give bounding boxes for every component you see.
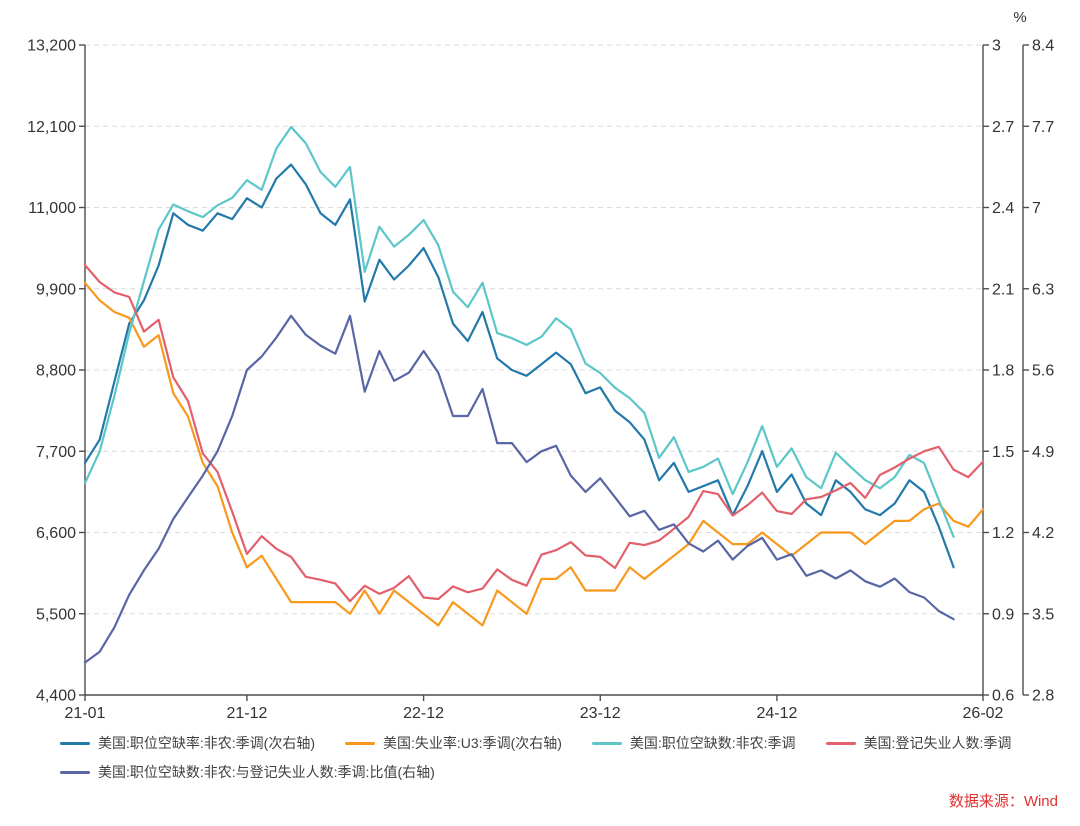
left-axis-label: 6,600 (36, 525, 76, 542)
right-axis-label: 2.7 (992, 119, 1014, 136)
second-right-axis-label: 2.8 (1032, 688, 1054, 705)
legend-item: 美国:职位空缺数:非农:与登记失业人数:季调:比值(右轴) (60, 762, 435, 782)
series-line-4 (83, 314, 955, 664)
left-axis-label: 5,500 (36, 606, 76, 623)
chart-canvas: 13,200 12,100 11,000 9,900 8,800 7,700 6,600 5,… (27, 9, 1054, 722)
legend-row: 美国:职位空缺数:非农:与登记失业人数:季调:比值(右轴) (60, 762, 1060, 782)
second-right-axis-label: 7 (1032, 200, 1041, 217)
legend-swatch (825, 741, 856, 745)
x-axis-label: 21-01 (65, 705, 106, 722)
second-right-axis-label: 4.2 (1032, 525, 1054, 542)
legend-label: 美国:职位空缺数:非农:季调 (629, 735, 796, 751)
right-axis-label: 1.2 (992, 525, 1014, 542)
legend-item: 美国:失业率:U3:季调(次右轴) (345, 733, 562, 753)
left-axis-label: 7,700 (36, 444, 76, 461)
legend-item: 美国:登记失业人数:季调 (825, 733, 1012, 753)
x-axis-label: 24-12 (756, 705, 797, 722)
legend-label: 美国:职位空缺数:非农:与登记失业人数:季调:比值(右轴) (98, 764, 435, 780)
left-axis-label: 11,000 (28, 200, 76, 217)
chart-legend: 美国:职位空缺率:非农:季调(次右轴) 美国:失业率:U3:季调(次右轴) 美国:职… (60, 733, 1060, 791)
legend-label: 美国:职位空缺率:非农:季调(次右轴) (98, 735, 315, 751)
percent-unit-label: % (1013, 9, 1026, 26)
left-axis-label: 12,100 (27, 119, 76, 136)
second-right-axis-label: 5.6 (1032, 363, 1054, 380)
data-source: 数据来源：Wind (948, 793, 1058, 810)
second-right-axis-label: 6.3 (1032, 281, 1054, 298)
series-line-3 (83, 264, 985, 603)
second-right-axis-label: 8.4 (1032, 38, 1054, 55)
legend-label: 美国:登记失业人数:季调 (863, 735, 1012, 751)
x-axis-label: 26-02 (963, 705, 1004, 722)
series-line-0 (83, 163, 955, 569)
right-axis-label: 1.5 (992, 444, 1014, 461)
legend-label: 美国:失业率:U3:季调(次右轴) (383, 735, 562, 751)
second-right-axis-label: 3.5 (1032, 606, 1054, 623)
legend-swatch (591, 741, 622, 745)
x-axis-label: 23-12 (580, 705, 621, 722)
x-axis-label: 21-12 (226, 705, 267, 722)
series-line-1 (83, 281, 985, 627)
right-axis-label: 1.8 (992, 363, 1014, 380)
left-axis-label: 9,900 (36, 281, 76, 298)
second-right-axis-label: 4.9 (1032, 444, 1054, 461)
second-right-axis-label: 7.7 (1032, 119, 1054, 136)
series-line-2 (83, 125, 955, 539)
right-axis-label: 0.9 (992, 606, 1014, 623)
x-axis-label: 22-12 (403, 705, 444, 722)
legend-swatch (60, 741, 90, 745)
left-axis-label: 4,400 (36, 688, 76, 705)
legend-swatch (345, 741, 375, 745)
right-axis-label: 0.6 (992, 688, 1014, 705)
left-axis-label: 8,800 (36, 363, 76, 380)
right-axis-label: 3 (992, 38, 1001, 55)
right-axis-label: 2.4 (992, 200, 1014, 217)
left-axis-label: 13,200 (27, 38, 76, 55)
right-axis-label: 2.1 (992, 281, 1014, 298)
legend-item: 美国:职位空缺数:非农:季调 (591, 733, 796, 753)
legend-row: 美国:职位空缺率:非农:季调(次右轴) 美国:失业率:U3:季调(次右轴) 美国:职… (60, 733, 1060, 753)
legend-item: 美国:职位空缺率:非农:季调(次右轴) (60, 733, 315, 753)
legend-swatch (60, 770, 90, 774)
